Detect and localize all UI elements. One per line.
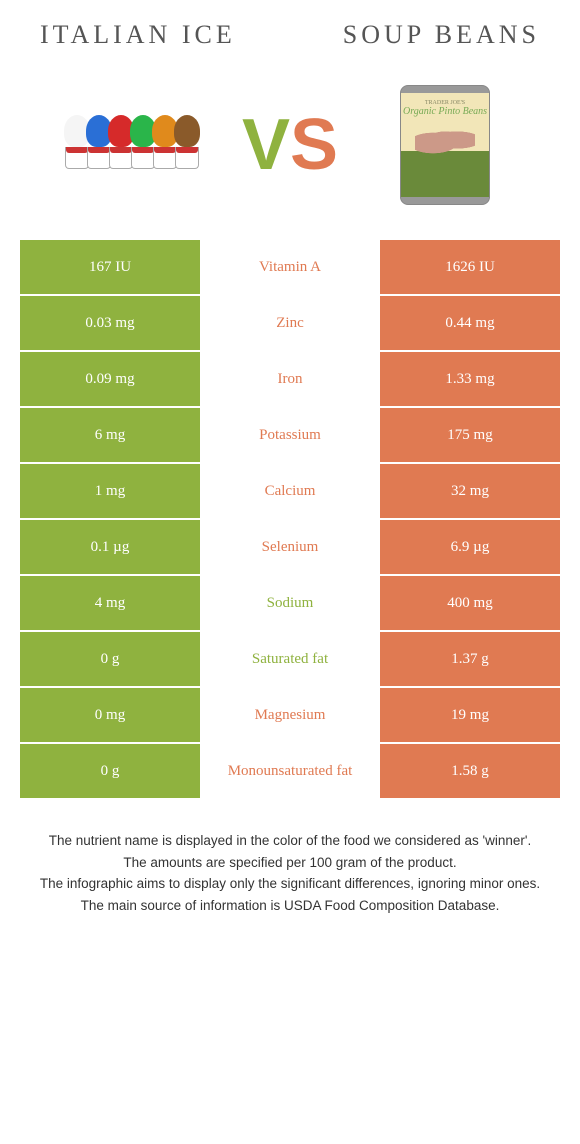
italian-ice-icon: [69, 115, 201, 175]
right-value-cell: 1626 IU: [380, 240, 560, 294]
right-value-cell: 175 mg: [380, 408, 560, 462]
nutrient-name-cell: Iron: [200, 352, 380, 406]
vs-label: VS: [230, 104, 350, 186]
left-product-title: Italian ice: [40, 20, 236, 50]
right-value-cell: 400 mg: [380, 576, 560, 630]
header: Italian ice Soup beans: [20, 20, 560, 70]
left-product-image: [40, 75, 230, 215]
nutrient-name-cell: Magnesium: [200, 688, 380, 742]
footer-line: The nutrient name is displayed in the co…: [30, 830, 550, 852]
left-value-cell: 4 mg: [20, 576, 200, 630]
table-row: 0 gSaturated fat1.37 g: [20, 632, 560, 688]
table-row: 0 mgMagnesium19 mg: [20, 688, 560, 744]
nutrient-comparison-table: 167 IUVitamin A1626 IU0.03 mgZinc0.44 mg…: [20, 240, 560, 800]
left-value-cell: 0 g: [20, 632, 200, 686]
footer-notes: The nutrient name is displayed in the co…: [20, 800, 560, 926]
footer-line: The amounts are specified per 100 gram o…: [30, 852, 550, 874]
left-value-cell: 0.1 µg: [20, 520, 200, 574]
nutrient-name-cell: Monounsaturated fat: [200, 744, 380, 798]
infographic-container: Italian ice Soup beans VS TRADER JOE'S O…: [0, 0, 580, 946]
right-value-cell: 1.37 g: [380, 632, 560, 686]
right-value-cell: 1.58 g: [380, 744, 560, 798]
right-value-cell: 32 mg: [380, 464, 560, 518]
nutrient-name-cell: Sodium: [200, 576, 380, 630]
footer-line: The main source of information is USDA F…: [30, 895, 550, 917]
beans-illustration: [415, 125, 475, 155]
nutrient-name-cell: Saturated fat: [200, 632, 380, 686]
right-value-cell: 19 mg: [380, 688, 560, 742]
right-value-cell: 6.9 µg: [380, 520, 560, 574]
left-value-cell: 0.03 mg: [20, 296, 200, 350]
nutrient-name-cell: Potassium: [200, 408, 380, 462]
nutrient-name-cell: Calcium: [200, 464, 380, 518]
left-value-cell: 1 mg: [20, 464, 200, 518]
left-value-cell: 6 mg: [20, 408, 200, 462]
right-product-title: Soup beans: [343, 20, 540, 50]
ice-cone-icon: [173, 115, 201, 175]
nutrient-name-cell: Vitamin A: [200, 240, 380, 294]
left-value-cell: 0 g: [20, 744, 200, 798]
vs-letter-s: S: [290, 105, 338, 185]
table-row: 4 mgSodium400 mg: [20, 576, 560, 632]
table-row: 167 IUVitamin A1626 IU: [20, 240, 560, 296]
table-row: 0.1 µgSelenium6.9 µg: [20, 520, 560, 576]
footer-line: The infographic aims to display only the…: [30, 873, 550, 895]
right-product-image: TRADER JOE'S Organic Pinto Beans: [350, 75, 540, 215]
images-row: VS TRADER JOE'S Organic Pinto Beans: [20, 70, 560, 240]
left-value-cell: 0.09 mg: [20, 352, 200, 406]
vs-letter-v: V: [242, 105, 290, 185]
can-product-label: Organic Pinto Beans: [403, 106, 487, 117]
nutrient-name-cell: Selenium: [200, 520, 380, 574]
table-row: 6 mgPotassium175 mg: [20, 408, 560, 464]
right-value-cell: 0.44 mg: [380, 296, 560, 350]
table-row: 0.03 mgZinc0.44 mg: [20, 296, 560, 352]
nutrient-name-cell: Zinc: [200, 296, 380, 350]
beans-can-icon: TRADER JOE'S Organic Pinto Beans: [400, 85, 490, 205]
left-value-cell: 0 mg: [20, 688, 200, 742]
table-row: 1 mgCalcium32 mg: [20, 464, 560, 520]
table-row: 0.09 mgIron1.33 mg: [20, 352, 560, 408]
left-value-cell: 167 IU: [20, 240, 200, 294]
right-value-cell: 1.33 mg: [380, 352, 560, 406]
table-row: 0 gMonounsaturated fat1.58 g: [20, 744, 560, 800]
